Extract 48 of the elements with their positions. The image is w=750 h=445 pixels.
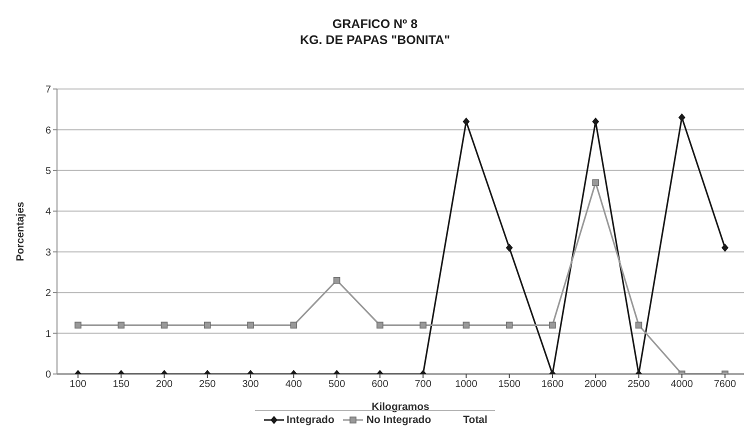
y-tick-label: 7 [45, 84, 52, 96]
x-tick-label: 100 [70, 379, 87, 390]
point [506, 244, 513, 252]
point [549, 322, 556, 329]
legend-label: Integrado [286, 414, 334, 426]
x-axis-title: Kilogramos [372, 401, 430, 413]
y-tick-label: 6 [45, 125, 52, 136]
x-tick-label: 250 [199, 379, 216, 390]
point [376, 322, 384, 329]
point [506, 322, 513, 329]
x-tick-label: 2000 [584, 379, 608, 390]
y-axis-title: Porcentajes [14, 202, 27, 262]
point [333, 276, 340, 284]
x-tick-label: 700 [414, 379, 432, 390]
point [118, 322, 125, 329]
point [420, 322, 426, 329]
point [247, 322, 254, 329]
x-tick-label: 200 [156, 379, 174, 390]
point [722, 244, 728, 252]
x-tick-label: 400 [285, 379, 302, 390]
point [204, 322, 211, 329]
y-tick-label: 1 [45, 328, 52, 340]
y-tick-label: 2 [45, 288, 52, 300]
point [74, 322, 82, 329]
y-tick-label: 5 [45, 166, 52, 177]
point [160, 322, 168, 329]
legend-label: No Integrado [366, 414, 432, 426]
point [462, 322, 470, 329]
x-tick-label: 2500 [628, 379, 650, 390]
x-tick-label: 300 [242, 379, 260, 390]
x-tick-label: 150 [112, 379, 130, 390]
x-tick-label: 600 [372, 379, 389, 390]
y-tick-label: 0 [45, 370, 52, 381]
point [290, 322, 298, 329]
y-tick-label: 4 [45, 206, 52, 218]
text: Total [463, 414, 488, 426]
point [635, 322, 642, 329]
point [462, 117, 470, 126]
x-tick-label: 1600 [541, 379, 564, 390]
x-tick-label: 4000 [670, 379, 694, 390]
x-tick-label: 1000 [455, 379, 478, 390]
y-tick-label: 3 [45, 247, 52, 258]
x-tick-label: 500 [328, 379, 346, 390]
x-tick-label: 1500 [498, 379, 521, 390]
x-tick-label: 7600 [714, 379, 737, 390]
chart-title: GRAFICO Nº 8 KG. DE PAPAS "BONITA" [298, 16, 452, 48]
point [592, 179, 599, 186]
point [678, 113, 686, 122]
